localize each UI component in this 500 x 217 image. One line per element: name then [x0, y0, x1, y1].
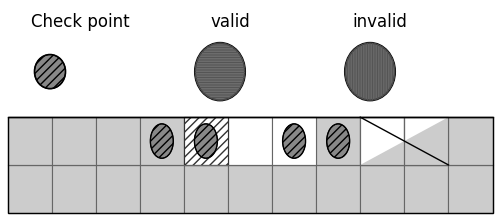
Bar	[272, 165, 316, 213]
Bar	[404, 117, 448, 165]
Ellipse shape	[282, 124, 306, 158]
Bar	[140, 165, 184, 213]
Bar	[8, 165, 52, 213]
Bar	[360, 165, 405, 213]
Bar	[316, 165, 360, 213]
Bar	[184, 117, 228, 165]
Polygon shape	[360, 117, 448, 165]
Bar	[228, 165, 272, 213]
Ellipse shape	[195, 43, 245, 100]
Bar	[52, 165, 96, 213]
Bar	[448, 165, 492, 213]
Bar	[404, 165, 448, 213]
Ellipse shape	[194, 124, 218, 158]
Bar	[8, 117, 52, 165]
Bar	[228, 117, 272, 165]
Ellipse shape	[34, 54, 66, 89]
Text: Check point: Check point	[30, 13, 130, 31]
Text: valid: valid	[210, 13, 250, 31]
Text: invalid: invalid	[352, 13, 408, 31]
Bar	[8, 117, 492, 213]
Bar	[404, 117, 448, 165]
Bar	[404, 117, 448, 165]
Bar	[448, 117, 492, 165]
Bar	[272, 117, 316, 165]
Ellipse shape	[326, 124, 349, 158]
Bar	[272, 117, 316, 165]
Bar	[360, 117, 405, 165]
Bar	[52, 117, 96, 165]
Bar	[96, 165, 140, 213]
Bar	[316, 117, 360, 165]
Bar	[360, 117, 405, 165]
Bar	[184, 117, 228, 165]
Ellipse shape	[150, 124, 174, 158]
Bar	[184, 117, 228, 165]
Ellipse shape	[345, 43, 395, 100]
Bar	[360, 117, 405, 165]
Bar	[228, 117, 272, 165]
Bar	[184, 165, 228, 213]
Bar	[140, 117, 184, 165]
Bar	[96, 117, 140, 165]
